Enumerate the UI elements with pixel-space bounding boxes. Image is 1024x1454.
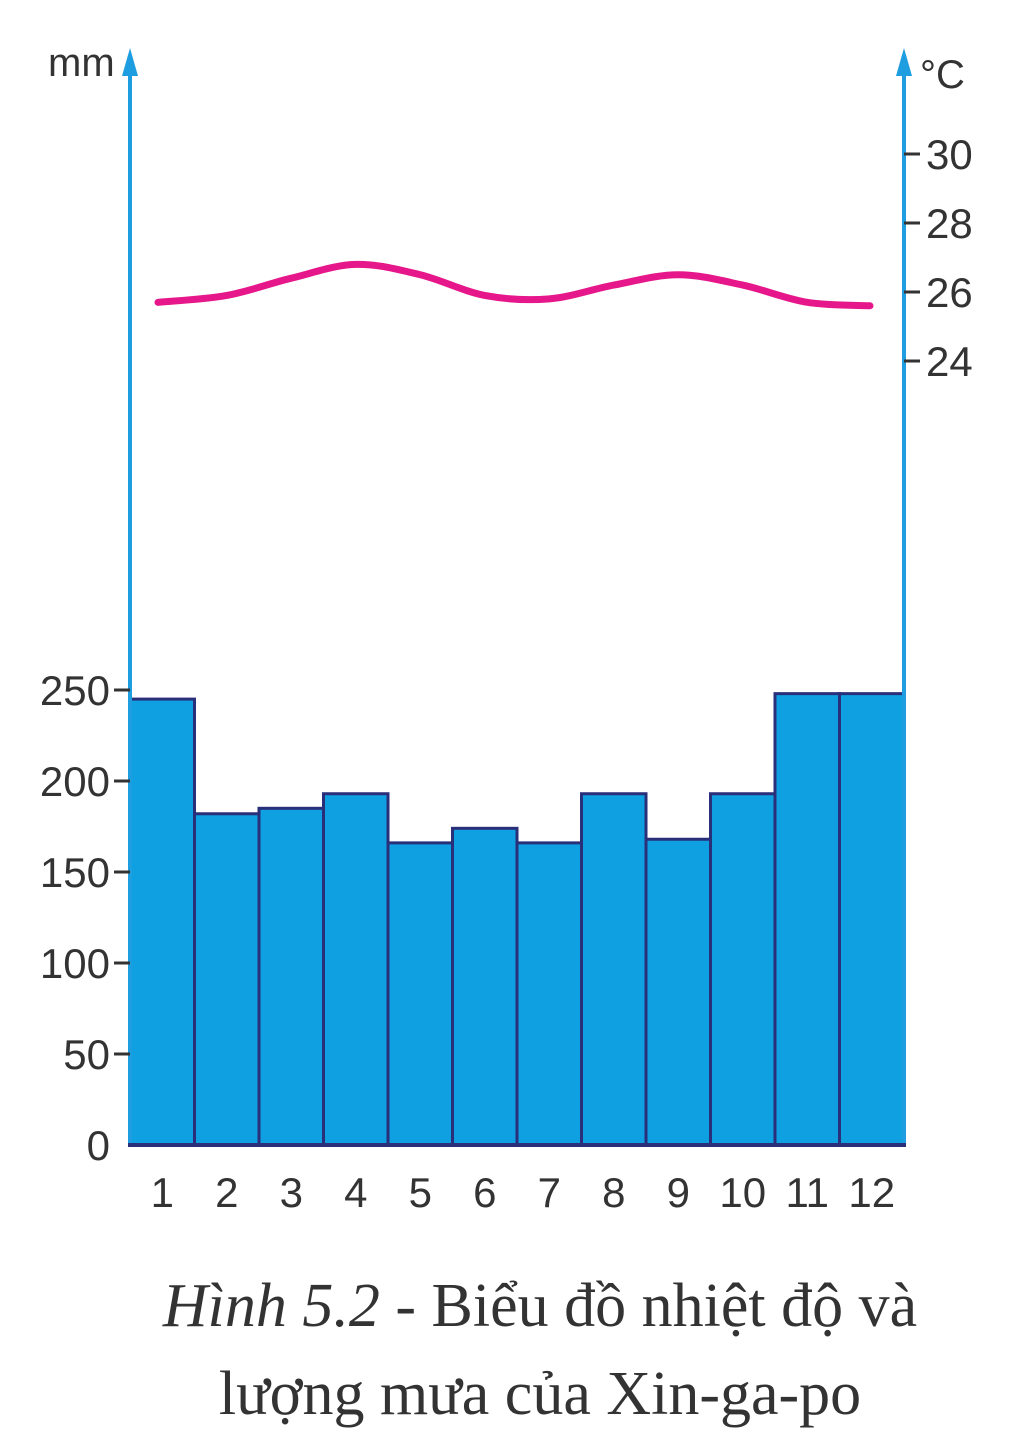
precipitation-bars (128, 692, 906, 1147)
precipitation-bar-11 (773, 692, 841, 1147)
precipitation-tick-label-150: 150 (40, 849, 110, 896)
precipitation-bar-5 (386, 841, 454, 1147)
month-label-9: 9 (667, 1169, 690, 1216)
figure-caption: Hình 5.2 - Biểu đồ nhiệt độ và lượng mưa… (0, 1262, 1024, 1438)
precipitation-tick-label-0: 0 (87, 1122, 110, 1169)
month-label-8: 8 (602, 1169, 625, 1216)
month-label-1: 1 (151, 1169, 174, 1216)
temperature-tick-label-30: 30 (926, 131, 973, 178)
left-axis-arrow (122, 48, 138, 76)
precipitation-bar-9 (644, 837, 712, 1147)
temperature-tick-label-28: 28 (926, 200, 973, 247)
precipitation-tick-label-100: 100 (40, 940, 110, 987)
month-label-2: 2 (215, 1169, 238, 1216)
precipitation-tick-label-200: 200 (40, 758, 110, 805)
right-axis-arrow (896, 48, 912, 76)
figure-caption-line1: - Biểu đồ nhiệt độ và (379, 1272, 918, 1340)
precipitation-axis-ticks: 0 50 100 150 200 250 (40, 667, 130, 1169)
month-label-5: 5 (409, 1169, 432, 1216)
month-label-12: 12 (848, 1169, 895, 1216)
month-label-6: 6 (473, 1169, 496, 1216)
month-axis-ticks: 1 2 3 4 5 6 7 8 9 10 11 12 (151, 1169, 896, 1216)
precipitation-bar-10 (709, 792, 777, 1147)
precipitation-bar-12 (838, 692, 906, 1147)
chart-axes (122, 48, 912, 1147)
figure-caption-label: Hình 5.2 (162, 1272, 380, 1340)
temperature-tick-label-26: 26 (926, 269, 973, 316)
precipitation-bar-1 (128, 697, 196, 1147)
precipitation-bar-3 (257, 806, 325, 1147)
precipitation-tick-label-50: 50 (63, 1031, 110, 1078)
precipitation-bar-8 (580, 792, 648, 1147)
precipitation-bar-7 (515, 841, 583, 1147)
month-label-3: 3 (280, 1169, 303, 1216)
figure-caption-line2: lượng mưa của Xin-ga-po (218, 1360, 862, 1428)
temperature-tick-label-24: 24 (926, 338, 973, 385)
month-label-4: 4 (344, 1169, 367, 1216)
precipitation-tick-label-250: 250 (40, 667, 110, 714)
month-label-7: 7 (538, 1169, 561, 1216)
temperature-unit-label: °C (920, 53, 965, 97)
temperature-line (154, 260, 874, 310)
month-label-10: 10 (719, 1169, 766, 1216)
precipitation-bar-4 (322, 792, 390, 1147)
precipitation-bar-6 (451, 826, 519, 1147)
precipitation-unit-label: mm (48, 41, 115, 85)
precipitation-bar-2 (193, 812, 261, 1147)
temperature-axis-ticks: 24 26 28 30 (904, 131, 973, 385)
month-label-11: 11 (785, 1169, 829, 1216)
